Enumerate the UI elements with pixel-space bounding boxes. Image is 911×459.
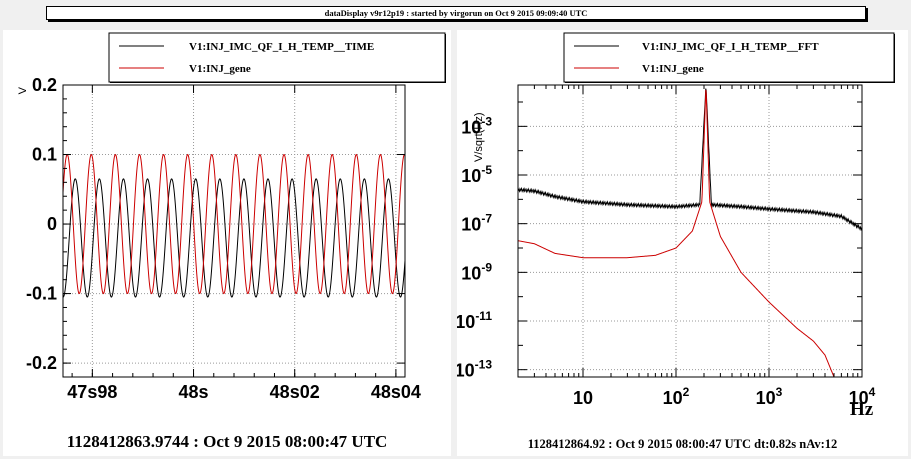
series-line [517, 89, 835, 378]
x-tick-label: 48s02 [270, 382, 320, 402]
x-tick-label: 103 [756, 385, 783, 408]
legend-entry: V1:INJ_gene [189, 63, 251, 75]
y-tick-label: 10-9 [461, 260, 492, 283]
y-tick-label: 10-5 [461, 163, 492, 186]
y-tick-label: 10-13 [457, 358, 492, 381]
y-tick-label: 10-3 [461, 114, 492, 137]
time-series-panel[interactable]: 0.2 0.1 0 -0.1 -0.2 47s98 48s 48s02 48s04 V V1:INJ… [3, 30, 451, 456]
x-tick-label: 102 [663, 385, 690, 408]
plot-frame [62, 84, 406, 378]
time-series-chart[interactable]: 0.2 0.1 0 -0.1 -0.2 47s98 48s 48s02 48s04 V V1:INJ… [3, 30, 451, 456]
x-tick-label: 48s04 [371, 382, 421, 402]
y-axis-label: V [17, 86, 29, 94]
legend-entry: V1:INJ_IMC_QF_I_H_TEMP__FFT [642, 41, 819, 53]
x-tick-label: 10 [573, 388, 593, 408]
legend-box [563, 32, 895, 83]
spectrum-chart[interactable]: 10 102 103 104 10-3 10-5 10-7 10-9 10-11 10-13 Hz V… [457, 30, 908, 456]
y-tick-label: 0.1 [32, 145, 57, 165]
legend-entry: V1:INJ_IMC_QF_I_H_TEMP__TIME [189, 41, 374, 53]
time-panel-timestamp: 1128412863.9744 : Oct 9 2015 08:00:47 UT… [66, 432, 388, 451]
legend-entry: V1:INJ_gene [642, 63, 704, 75]
title-bar: dataDisplay v9r12p19 : started by virgor… [46, 6, 866, 20]
spectrum-panel-timestamp: 1128412864.92 : Oct 9 2015 08:00:47 UTC … [527, 437, 838, 451]
series-line [62, 153, 406, 295]
x-tick-label: 104 [849, 385, 876, 408]
y-tick-label: 0 [47, 214, 57, 234]
x-tick-label: 48s [179, 382, 209, 402]
title-text: dataDisplay v9r12p19 : started by virgor… [324, 8, 588, 18]
x-axis-label: Hz [850, 399, 874, 420]
plot-frame [517, 84, 863, 378]
spectrum-panel[interactable]: 10 102 103 104 10-3 10-5 10-7 10-9 10-11 10-13 Hz V… [457, 30, 908, 456]
x-tick-label: 47s98 [67, 382, 117, 402]
series-line [517, 88, 863, 232]
y-tick-label: -0.1 [26, 284, 57, 304]
series-line [62, 178, 406, 298]
y-tick-label: 10-7 [461, 212, 492, 235]
legend-box [108, 32, 446, 83]
y-tick-label: 0.2 [32, 75, 57, 95]
y-tick-label: -0.2 [26, 353, 57, 373]
y-tick-label: 10-11 [457, 309, 492, 332]
y-axis-label: V/sqrt(Hz) [473, 113, 485, 163]
